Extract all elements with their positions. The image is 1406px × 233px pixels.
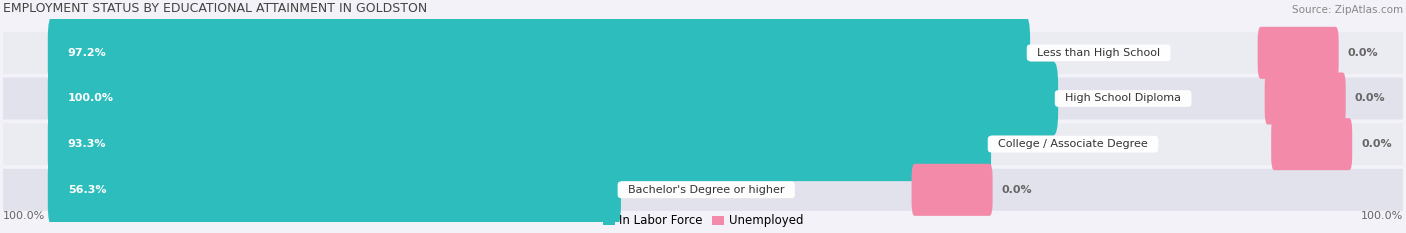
FancyBboxPatch shape <box>1258 27 1339 79</box>
FancyBboxPatch shape <box>911 164 993 216</box>
Text: 0.0%: 0.0% <box>1001 185 1032 195</box>
Text: 100.0%: 100.0% <box>3 211 45 221</box>
FancyBboxPatch shape <box>48 107 991 181</box>
FancyBboxPatch shape <box>3 169 1403 211</box>
Text: 100.0%: 100.0% <box>1361 211 1403 221</box>
FancyBboxPatch shape <box>48 62 1059 135</box>
FancyBboxPatch shape <box>48 153 621 227</box>
Text: Less than High School: Less than High School <box>1031 48 1167 58</box>
FancyBboxPatch shape <box>3 78 1403 120</box>
Text: Bachelor's Degree or higher: Bachelor's Degree or higher <box>621 185 792 195</box>
Text: 56.3%: 56.3% <box>67 185 107 195</box>
FancyBboxPatch shape <box>1264 72 1346 124</box>
Text: 100.0%: 100.0% <box>67 93 114 103</box>
FancyBboxPatch shape <box>3 123 1403 165</box>
FancyBboxPatch shape <box>3 32 1403 74</box>
Text: 0.0%: 0.0% <box>1348 48 1378 58</box>
Text: EMPLOYMENT STATUS BY EDUCATIONAL ATTAINMENT IN GOLDSTON: EMPLOYMENT STATUS BY EDUCATIONAL ATTAINM… <box>3 2 427 15</box>
Text: 93.3%: 93.3% <box>67 139 107 149</box>
Text: High School Diploma: High School Diploma <box>1059 93 1188 103</box>
Text: College / Associate Degree: College / Associate Degree <box>991 139 1154 149</box>
Text: 0.0%: 0.0% <box>1361 139 1392 149</box>
Text: 97.2%: 97.2% <box>67 48 107 58</box>
Text: 0.0%: 0.0% <box>1355 93 1385 103</box>
Legend: In Labor Force, Unemployed: In Labor Force, Unemployed <box>598 210 808 232</box>
FancyBboxPatch shape <box>48 16 1031 90</box>
Text: Source: ZipAtlas.com: Source: ZipAtlas.com <box>1292 5 1403 15</box>
FancyBboxPatch shape <box>1271 118 1353 170</box>
